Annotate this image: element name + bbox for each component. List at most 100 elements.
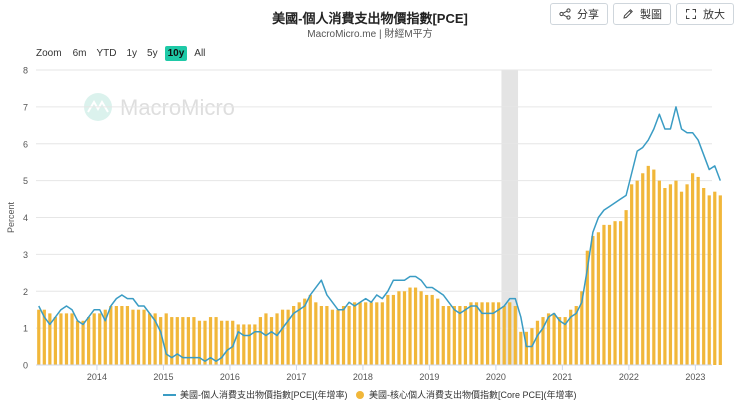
core-pce-bar bbox=[214, 317, 218, 365]
core-pce-bar bbox=[607, 224, 612, 365]
core-pce-bar bbox=[474, 302, 479, 365]
core-pce-bar bbox=[192, 317, 196, 365]
core-pce-bar bbox=[131, 309, 135, 365]
y-axis-label: Percent bbox=[6, 201, 16, 233]
zoom-5y-button[interactable]: 5y bbox=[147, 48, 158, 59]
y-tick-label: 8 bbox=[23, 66, 28, 76]
core-pce-bar bbox=[297, 302, 301, 365]
core-pce-bar bbox=[120, 306, 124, 365]
x-tick-label: 2017 bbox=[286, 372, 306, 382]
core-pce-bar bbox=[236, 324, 240, 365]
enlarge-button[interactable]: 放大 bbox=[676, 3, 734, 25]
core-pce-bar bbox=[330, 309, 335, 365]
core-pce-bar bbox=[109, 306, 113, 365]
core-pce-bar bbox=[147, 313, 152, 365]
share-label: 分享 bbox=[577, 9, 599, 21]
core-pce-bar bbox=[425, 294, 429, 365]
core-pce-bar bbox=[546, 313, 551, 365]
core-pce-bar bbox=[98, 313, 102, 365]
legend-pce-label: 美國-個人消費支出物價指數[PCE](年增率) bbox=[180, 389, 348, 400]
y-tick-label: 3 bbox=[23, 250, 28, 260]
core-pce-bar bbox=[535, 320, 540, 365]
core-pce-bar bbox=[591, 235, 595, 365]
core-pce-bar bbox=[397, 291, 401, 365]
core-pce-bar bbox=[53, 317, 58, 365]
core-pce-bar bbox=[142, 309, 146, 365]
core-pce-bar bbox=[341, 306, 346, 365]
core-pce-bar bbox=[408, 287, 412, 365]
core-pce-bar bbox=[258, 317, 263, 365]
chart-subtitle: MacroMicro.me | 財經M平方 bbox=[307, 29, 433, 40]
core-pce-bar bbox=[663, 188, 667, 365]
core-pce-bar bbox=[352, 302, 357, 365]
zoom-6m-button[interactable]: 6m bbox=[72, 48, 87, 59]
core-pce-bar bbox=[375, 302, 379, 365]
x-tick-label: 2016 bbox=[220, 372, 240, 382]
core-pce-bar bbox=[441, 306, 445, 365]
core-pce-bar bbox=[458, 306, 462, 365]
pencil-icon bbox=[623, 9, 633, 19]
chart-title: 美國-個人消費支出物價指數[PCE] bbox=[272, 11, 468, 26]
zoom-all-button[interactable]: All bbox=[194, 48, 206, 59]
core-pce-bar bbox=[502, 306, 506, 365]
core-pce-bar bbox=[563, 317, 567, 365]
core-pce-bar bbox=[136, 309, 141, 365]
core-pce-bar bbox=[203, 320, 207, 365]
core-pce-bar bbox=[519, 331, 523, 365]
toolbar: 分享 製圖 放大 bbox=[550, 3, 734, 25]
core-pce-bar bbox=[447, 306, 451, 365]
core-pce-bar bbox=[702, 188, 706, 365]
core-pce-bar bbox=[574, 306, 578, 365]
core-pce-bar bbox=[635, 180, 639, 365]
core-pce-bar bbox=[264, 313, 268, 365]
core-pce-bar bbox=[336, 309, 340, 365]
core-pce-bar bbox=[718, 195, 722, 365]
x-tick-label: 2022 bbox=[619, 372, 639, 382]
core-pce-bar bbox=[247, 324, 251, 365]
core-pce-bar bbox=[413, 287, 418, 365]
core-pce-bar bbox=[558, 317, 562, 365]
core-pce-bar bbox=[596, 232, 601, 365]
core-pce-bar bbox=[646, 165, 650, 365]
y-tick-label: 0 bbox=[23, 361, 28, 371]
draw-button[interactable]: 製圖 bbox=[613, 3, 671, 25]
core-pce-bar bbox=[480, 302, 484, 365]
core-pce-bar bbox=[386, 294, 390, 365]
core-pce-bar bbox=[613, 221, 617, 365]
zoom-1y-button[interactable]: 1y bbox=[126, 48, 138, 59]
legend-core-swatch bbox=[356, 391, 364, 399]
core-pce-bar bbox=[380, 302, 384, 365]
core-pce-bar bbox=[59, 313, 63, 365]
core-pce-bar bbox=[430, 294, 434, 365]
core-pce-bar bbox=[602, 224, 606, 365]
core-pce-bar bbox=[552, 313, 556, 365]
core-pce-bar bbox=[668, 184, 673, 365]
core-pce-bar bbox=[618, 221, 623, 365]
core-pce-bar bbox=[159, 317, 163, 365]
core-pce-bar bbox=[319, 306, 323, 365]
core-pce-bar bbox=[707, 195, 711, 365]
core-pce-bar bbox=[436, 298, 440, 365]
zoom-ytd-button[interactable]: YTD bbox=[96, 48, 117, 59]
core-pce-bar bbox=[48, 313, 52, 365]
core-pce-bar bbox=[569, 309, 573, 365]
pce-line bbox=[38, 106, 722, 363]
core-pce-bar bbox=[364, 302, 368, 365]
x-tick-label: 2018 bbox=[353, 372, 373, 382]
core-pce-bar bbox=[630, 184, 634, 365]
x-tick-label: 2019 bbox=[419, 372, 439, 382]
x-tick-label: 2023 bbox=[685, 372, 705, 382]
core-pce-bar bbox=[713, 191, 717, 365]
core-pce-bar bbox=[513, 306, 517, 365]
core-pce-bar bbox=[657, 180, 661, 365]
core-pce-bar bbox=[197, 320, 202, 365]
zoom-label: Zoom bbox=[36, 48, 62, 59]
core-pce-bar bbox=[164, 313, 168, 365]
core-pce-bar bbox=[275, 313, 279, 365]
core-pce-bar bbox=[419, 291, 423, 365]
zoom-10y-button[interactable]: 10y bbox=[164, 46, 188, 61]
share-button[interactable]: 分享 bbox=[550, 3, 608, 25]
core-pce-bar bbox=[87, 317, 91, 365]
y-tick-label: 6 bbox=[23, 139, 28, 149]
y-tick-label: 5 bbox=[23, 176, 28, 186]
